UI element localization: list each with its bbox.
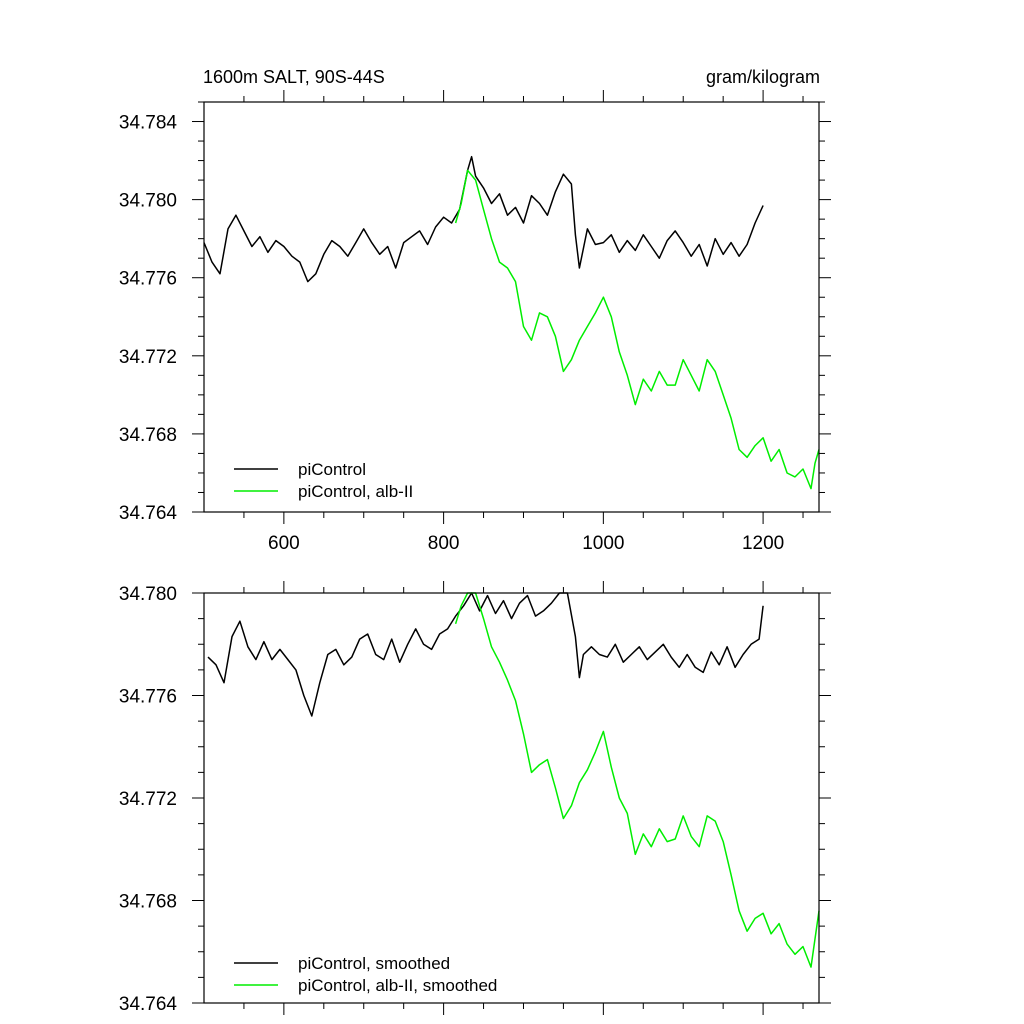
legend-label-alb-ii-smoothed: piControl, alb-II, smoothed: [298, 976, 497, 995]
y-tick-label: 34.764: [119, 994, 178, 1015]
top-panel-units: gram/kilogram: [706, 67, 820, 87]
x-tick-label: 1200: [742, 533, 784, 554]
x-tick-label: 800: [428, 533, 460, 554]
bottom-plot-frame: [203, 592, 820, 1004]
bottom-panel: 34.764 34.768 34.772 34.776 34.780 piControl…: [119, 581, 831, 1015]
y-tick-label: 34.784: [119, 113, 178, 134]
series-line-alb-ii: [454, 169, 820, 490]
top-plot-frame: [203, 101, 820, 513]
legend-label-picontrol: piControl: [298, 460, 366, 479]
y-tick-label: 34.780: [119, 191, 177, 212]
y-tick-label: 34.780: [119, 584, 177, 605]
legend-label-alb-ii: piControl, alb-II: [298, 482, 413, 501]
y-tick-label: 34.768: [119, 892, 177, 913]
series-line-picontrol: [203, 155, 764, 283]
legend-label-picontrol-smoothed: piControl, smoothed: [298, 954, 450, 973]
top-panel: 1600m SALT, 90S-44S gram/kilogram 600 800…: [119, 67, 831, 554]
y-tick-label: 34.776: [119, 269, 177, 290]
y-tick-label: 34.772: [119, 789, 177, 810]
series-line-picontrol: [207, 592, 764, 717]
top-panel-title: 1600m SALT, 90S-44S: [203, 67, 385, 87]
y-tick-label: 34.776: [119, 687, 177, 708]
y-tick-label: 34.764: [119, 503, 178, 524]
y-tick-label: 34.768: [119, 425, 177, 446]
y-tick-label: 34.772: [119, 347, 177, 368]
x-tick-label: 600: [268, 533, 300, 554]
bottom-legend: piControl, smoothed piControl, alb-II, s…: [234, 954, 497, 995]
top-legend: piControl piControl, alb-II: [234, 460, 413, 501]
x-tick-label: 1000: [582, 533, 624, 554]
series-line-alb-ii: [454, 592, 820, 968]
